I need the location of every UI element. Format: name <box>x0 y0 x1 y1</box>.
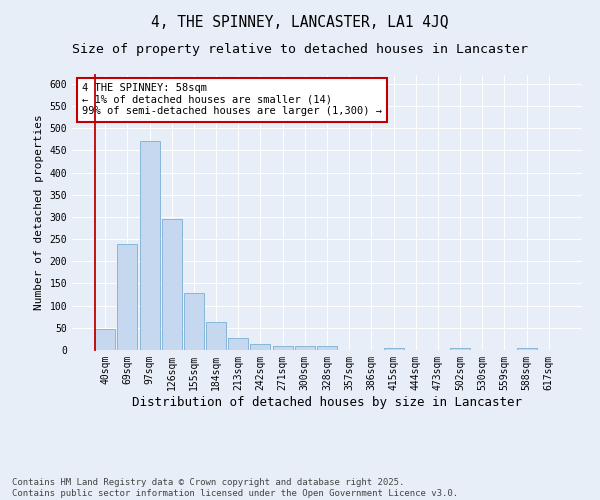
Bar <box>206 322 226 350</box>
Text: Size of property relative to detached houses in Lancaster: Size of property relative to detached ho… <box>72 42 528 56</box>
X-axis label: Distribution of detached houses by size in Lancaster: Distribution of detached houses by size … <box>132 396 522 408</box>
Bar <box>140 140 160 350</box>
Y-axis label: Number of detached properties: Number of detached properties <box>34 114 44 310</box>
Bar <box>450 348 470 350</box>
Text: Contains HM Land Registry data © Crown copyright and database right 2025.
Contai: Contains HM Land Registry data © Crown c… <box>12 478 458 498</box>
Bar <box>162 218 182 350</box>
Bar <box>250 344 271 350</box>
Bar <box>383 348 404 350</box>
Bar <box>295 346 315 350</box>
Bar <box>184 293 204 350</box>
Bar <box>317 346 337 350</box>
Bar <box>95 328 115 350</box>
Text: 4 THE SPINNEY: 58sqm
← 1% of detached houses are smaller (14)
99% of semi-detach: 4 THE SPINNEY: 58sqm ← 1% of detached ho… <box>82 83 382 116</box>
Bar <box>228 338 248 350</box>
Bar <box>517 348 536 350</box>
Bar <box>272 346 293 350</box>
Bar <box>118 244 137 350</box>
Text: 4, THE SPINNEY, LANCASTER, LA1 4JQ: 4, THE SPINNEY, LANCASTER, LA1 4JQ <box>151 15 449 30</box>
